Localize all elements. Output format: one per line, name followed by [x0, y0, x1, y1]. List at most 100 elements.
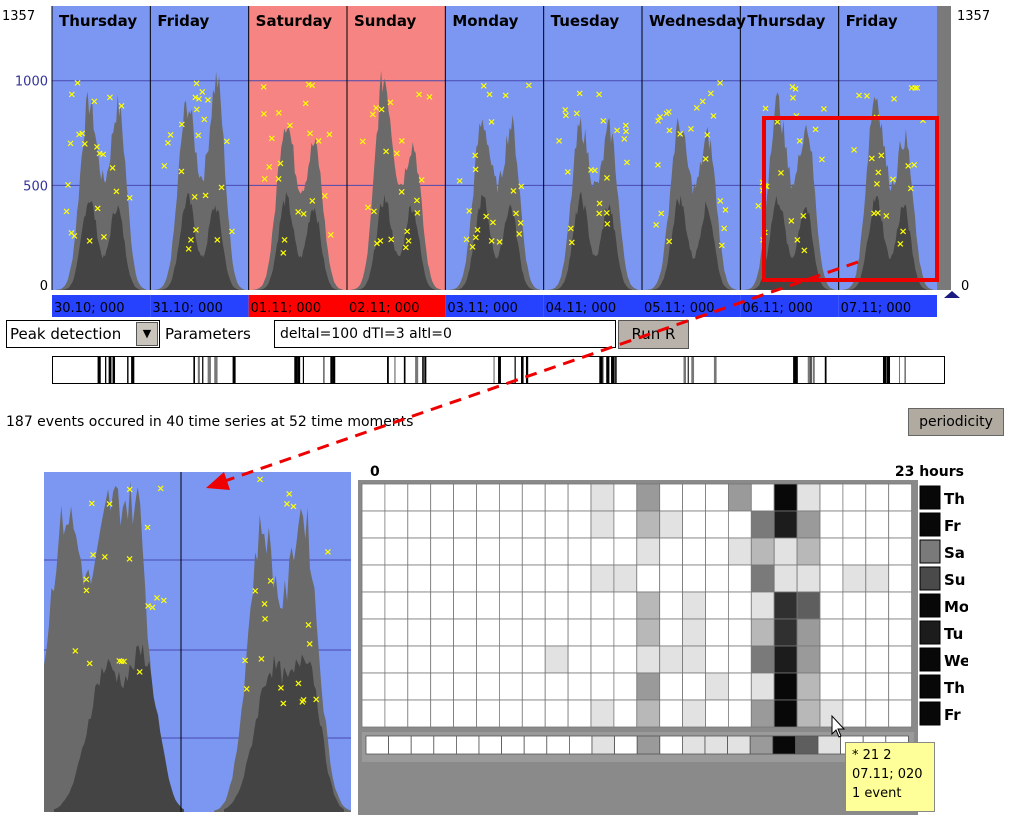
row-day-label: Tu	[944, 625, 963, 643]
peak-marker: ×	[298, 697, 306, 708]
totals-cell	[501, 735, 525, 755]
matrix-cell	[613, 618, 638, 647]
matrix-cell	[842, 537, 867, 566]
matrix-cell	[750, 510, 775, 539]
peak-marker: ×	[191, 93, 199, 104]
matrix-cell	[773, 645, 798, 674]
date-label: 06.11; 000	[742, 301, 813, 316]
peak-marker: ×	[868, 154, 876, 165]
matrix-cell	[773, 483, 798, 512]
matrix-cell	[544, 510, 569, 539]
matrix-cell	[453, 591, 477, 620]
matrix-cell	[705, 591, 729, 620]
matrix-cell	[476, 672, 500, 701]
event-tick	[812, 357, 815, 383]
peak-marker: ×	[177, 167, 185, 178]
day-label: Friday	[846, 12, 898, 30]
matrix-cell	[544, 591, 569, 620]
matrix-cell	[430, 645, 454, 674]
peak-marker: ×	[153, 593, 161, 604]
matrix-cell	[567, 672, 592, 701]
peak-marker: ×	[793, 235, 801, 246]
peak-marker: ×	[919, 115, 927, 126]
peak-marker: ×	[654, 160, 662, 171]
peak-marker: ×	[417, 175, 425, 186]
peak-marker: ×	[191, 192, 199, 203]
peak-marker: ×	[525, 81, 533, 92]
matrix-cell	[682, 510, 706, 539]
peak-marker: ×	[455, 176, 463, 187]
peak-marker: ×	[473, 225, 481, 236]
peak-marker: ×	[471, 165, 479, 176]
row-day-label: Sa	[944, 544, 965, 562]
event-tick	[394, 357, 396, 383]
peak-marker: ×	[899, 227, 907, 238]
row-day-label: Su	[944, 571, 965, 589]
matrix-cell	[682, 537, 706, 566]
peak-marker: ×	[286, 120, 294, 131]
peak-marker: ×	[716, 78, 724, 89]
event-tick	[197, 357, 200, 383]
run-r-button[interactable]: Run R	[618, 320, 689, 349]
series-core	[62, 201, 141, 290]
event-tick	[493, 357, 495, 383]
matrix-cell	[727, 645, 752, 674]
matrix-cell	[750, 483, 775, 512]
matrix-cell	[705, 564, 729, 593]
matrix-cell	[682, 672, 706, 701]
event-barcode-strip	[52, 356, 945, 384]
method-select[interactable]: Peak detection ▼	[6, 320, 160, 348]
matrix-cell	[842, 564, 867, 593]
peak-marker: ×	[327, 230, 335, 241]
event-tick	[796, 357, 798, 383]
peak-marker: ×	[471, 150, 479, 161]
right-min-label: 0	[961, 279, 969, 294]
peak-marker: ×	[276, 159, 284, 170]
peak-marker: ×	[370, 206, 378, 217]
peak-marker: ×	[75, 130, 83, 141]
peak-marker: ×	[308, 80, 316, 91]
matrix-cell	[888, 591, 913, 620]
peak-marker: ×	[703, 130, 711, 141]
parameters-input[interactable]: deltaI=100 dTI=3 altI=0	[274, 320, 616, 348]
date-label: 05.11; 000	[644, 301, 715, 316]
peak-marker: ×	[603, 208, 611, 219]
event-tick	[615, 357, 617, 383]
peak-marker: ×	[687, 124, 695, 135]
peak-marker: ×	[306, 639, 314, 650]
peak-marker: ×	[143, 523, 151, 534]
event-tick	[514, 357, 516, 383]
matrix-cell	[819, 537, 844, 566]
matrix-cell	[682, 645, 706, 674]
peak-marker: ×	[369, 110, 377, 121]
peak-marker: ×	[66, 138, 74, 149]
peak-marker: ×	[657, 209, 665, 220]
peak-marker: ×	[78, 128, 86, 139]
matrix-cell	[613, 672, 638, 701]
matrix-start-label: 0	[370, 464, 380, 480]
totals-cell	[727, 735, 751, 755]
day-label: Friday	[157, 12, 209, 30]
peak-marker: ×	[485, 89, 493, 100]
matrix-cell	[361, 699, 386, 728]
totals-cell	[546, 735, 570, 755]
matrix-cell	[819, 564, 844, 593]
peak-marker: ×	[603, 219, 611, 230]
matrix-cell	[453, 564, 477, 593]
peak-marker: ×	[192, 225, 200, 236]
matrix-cell	[888, 510, 913, 539]
matrix-cell	[865, 483, 890, 512]
peak-marker: ×	[603, 173, 611, 184]
peak-marker: ×	[387, 235, 395, 246]
matrix-cell	[567, 483, 592, 512]
matrix-cell	[476, 510, 500, 539]
periodicity-button[interactable]: periodicity	[908, 408, 1004, 436]
peak-marker: ×	[595, 198, 603, 209]
matrix-cell	[544, 672, 569, 701]
matrix-cell	[819, 645, 844, 674]
matrix-cell	[521, 537, 546, 566]
chevron-down-icon[interactable]: ▼	[136, 322, 158, 346]
peak-marker: ×	[198, 87, 206, 98]
matrix-cell	[430, 591, 454, 620]
peak-marker: ×	[260, 599, 268, 610]
